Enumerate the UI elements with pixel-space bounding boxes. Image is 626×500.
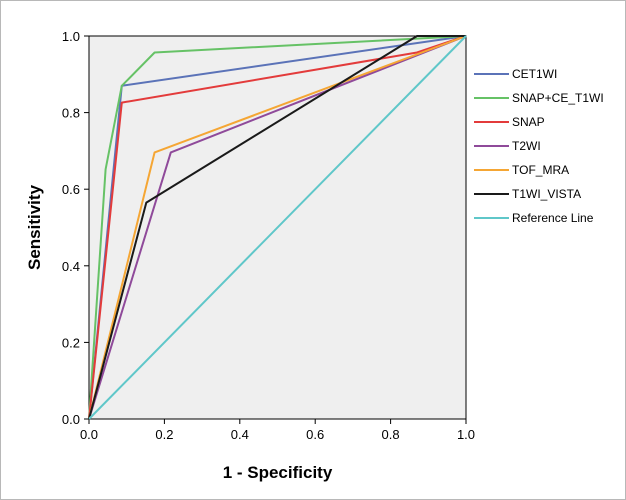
series-line-snap-ce-t1wi <box>88 35 467 420</box>
legend-item-reference-line: Reference Line <box>474 211 594 225</box>
series-line-t1wi-vista <box>88 35 466 420</box>
y-tick-label: 0.8 <box>62 106 80 121</box>
x-tick-label: 0.6 <box>306 427 324 442</box>
x-tick-label: 0.0 <box>80 427 98 442</box>
legend-label: TOF_MRA <box>512 163 569 177</box>
y-tick-label: 1.0 <box>62 29 80 44</box>
x-tick-label: 0.8 <box>382 427 400 442</box>
legend-label: T2WI <box>512 139 541 153</box>
series-line-tof-mra <box>88 35 467 420</box>
legend-item-t1wi-vista: T1WI_VISTA <box>474 187 581 201</box>
legend-label: T1WI_VISTA <box>512 187 581 201</box>
y-tick-label: 0.4 <box>62 259 80 274</box>
series-layer <box>88 35 467 420</box>
y-axis-title: Sensitivity <box>25 184 44 270</box>
x-tick-label: 0.4 <box>231 427 249 442</box>
legend-label: SNAP <box>512 115 545 129</box>
axis-layer: 0.0 0.2 0.4 0.6 0.8 1.0 0.0 0.2 0.4 0.6 0.8 1.0 <box>62 29 475 442</box>
legend: CET1WI SNAP+CE_T1WI SNAP T2WI TOF_MRA T1WI_VI… <box>474 67 604 225</box>
x-axis-title: 1 - Specificity <box>223 463 333 482</box>
y-tick-label: 0.2 <box>62 335 80 350</box>
legend-label: Reference Line <box>512 211 594 225</box>
legend-item-cet1wi: CET1WI <box>474 67 557 81</box>
y-tick-label: 0.6 <box>62 182 80 197</box>
x-tick-label: 1.0 <box>457 427 475 442</box>
x-tick-label: 0.2 <box>155 427 173 442</box>
legend-label: SNAP+CE_T1WI <box>512 91 604 105</box>
legend-item-snap-ce-t1wi: SNAP+CE_T1WI <box>474 91 604 105</box>
series-line-t2wi <box>88 35 467 420</box>
legend-label: CET1WI <box>512 67 557 81</box>
legend-item-t2wi: T2WI <box>474 139 541 153</box>
series-line-reference-line <box>88 35 467 420</box>
legend-item-tof-mra: TOF_MRA <box>474 163 569 177</box>
y-tick-label: 0.0 <box>62 412 80 427</box>
legend-item-snap: SNAP <box>474 115 545 129</box>
